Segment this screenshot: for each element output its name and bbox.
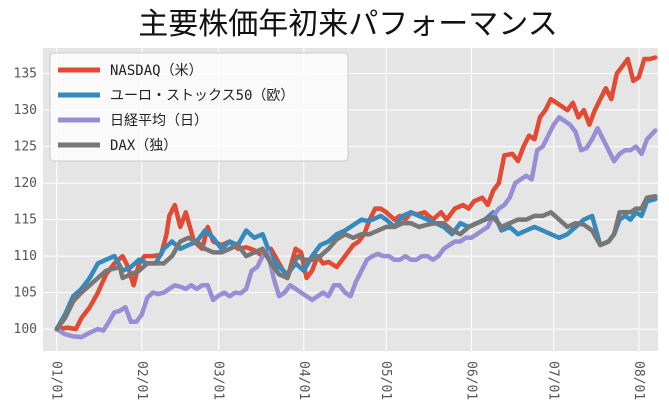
x-tick-label: 06/01 [463,361,478,400]
legend: NASDAQ（米） ユーロ・ストックス50（欧） 日経平均（日） DAX（独） [49,52,349,162]
legend-label: NASDAQ（米） [110,63,203,79]
series-line [54,55,658,332]
y-axis-ticks: 100 105 110 115 120 125 130 135 [14,67,37,338]
legend-label: ユーロ・ストックス50（欧） [110,88,294,104]
y-tick-label: 130 [14,103,37,118]
legend-label: 日経平均（日） [110,113,208,129]
x-axis-ticks: 01/01 02/01 03/01 04/01 05/01 06/01 07/01 08/01 [49,361,646,400]
x-tick-label: 03/01 [211,361,226,400]
series-line [54,196,658,332]
x-tick-label: 02/01 [134,361,149,400]
y-tick-label: 120 [14,176,37,191]
y-tick-label: 105 [14,286,37,301]
x-tick-label: 01/01 [49,361,64,400]
y-tick-label: 125 [14,140,37,155]
x-tick-label: 04/01 [296,361,311,400]
x-tick-label: 05/01 [378,361,393,400]
y-tick-label: 100 [14,322,37,337]
legend-box [49,52,349,162]
y-tick-label: 135 [14,67,37,82]
legend-label: DAX（独） [110,138,177,154]
y-tick-label: 110 [14,249,37,264]
x-tick-label: 07/01 [546,361,561,400]
series-line [54,193,658,332]
y-tick-label: 115 [14,213,37,228]
chart-title: 主要株価年初来パフォーマンス [138,7,557,42]
x-tick-label: 08/01 [631,361,646,400]
series-line [54,115,658,340]
series-lines [54,55,658,340]
